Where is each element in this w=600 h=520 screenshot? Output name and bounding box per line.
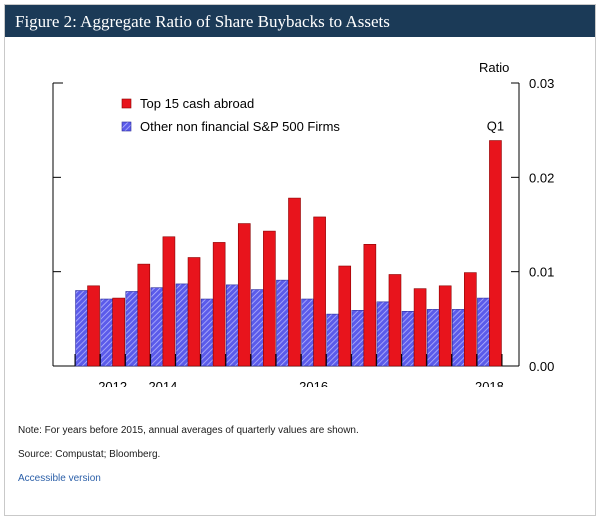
legend-label-other: Other non financial S&P 500 Firms: [140, 119, 340, 134]
bar-other-firms: [477, 297, 490, 367]
bar-chart: 0.00 0.01 0.02 0.03 2012 2014 2016 2018 Q1 Top 1…: [52, 60, 554, 387]
x-tick-label: 2014: [148, 379, 177, 387]
bar-other-firms: [175, 283, 189, 367]
bar-other-firms: [326, 313, 340, 367]
bar-top15: [388, 274, 402, 367]
bar-other-firms: [401, 310, 415, 367]
x-tick-label: 2018: [475, 379, 504, 387]
y-tick-label: 0.01: [529, 265, 554, 280]
bar-other-firms: [225, 284, 239, 367]
x-tick-label: 2012: [98, 379, 127, 387]
bar-top15: [413, 288, 427, 367]
bar-other-firms: [200, 298, 214, 367]
bar-top15: [187, 257, 201, 367]
legend-swatch-other: [121, 121, 132, 132]
annotation-label: Q1: [487, 119, 504, 134]
bar-top15: [87, 285, 100, 367]
bar-other-firms: [150, 287, 164, 367]
y-axis-title: Ratio: [479, 60, 509, 75]
bar-other-firms: [100, 298, 113, 367]
bar-other-firms: [276, 279, 289, 367]
bar-other-firms: [452, 309, 465, 367]
bar-top15: [464, 272, 477, 367]
chart-note: Note: For years before 2015, annual aver…: [18, 425, 359, 436]
bar-top15: [137, 263, 151, 367]
bar-top15: [363, 244, 377, 367]
x-tick-label: 2016: [299, 379, 328, 387]
bar-other-firms: [376, 301, 390, 367]
bar-top15: [212, 242, 226, 367]
bar-top15: [313, 216, 326, 367]
bar-other-firms: [426, 309, 440, 367]
bar-other-firms: [351, 310, 365, 367]
bar-other-firms: [125, 291, 139, 367]
accessible-version-link[interactable]: Accessible version: [18, 473, 101, 484]
bar-top15: [162, 236, 176, 367]
bar-top15: [438, 285, 452, 367]
y-tick-label: 0.03: [529, 76, 554, 91]
legend-label-top15: Top 15 cash abroad: [140, 96, 254, 111]
bar-top15: [112, 297, 125, 367]
bar-top15: [237, 223, 251, 367]
bar-other-firms: [251, 289, 264, 367]
bar-top15: [489, 140, 502, 367]
chart-source: Source: Compustat; Bloomberg.: [18, 449, 161, 460]
bar-other-firms: [75, 290, 88, 367]
bar-top15: [338, 265, 352, 367]
title-bar: Figure 2: Aggregate Ratio of Share Buyba…: [5, 5, 595, 37]
bar-top15: [263, 230, 276, 367]
figure-frame: Figure 2: Aggregate Ratio of Share Buyba…: [4, 4, 596, 516]
y-tick-label: 0.00: [529, 359, 554, 374]
bar-other-firms: [301, 298, 314, 367]
bar-top15: [288, 197, 301, 367]
legend-swatch-top15: [121, 98, 132, 109]
y-tick-label: 0.02: [529, 170, 554, 185]
figure-title: Figure 2: Aggregate Ratio of Share Buyba…: [15, 12, 390, 31]
